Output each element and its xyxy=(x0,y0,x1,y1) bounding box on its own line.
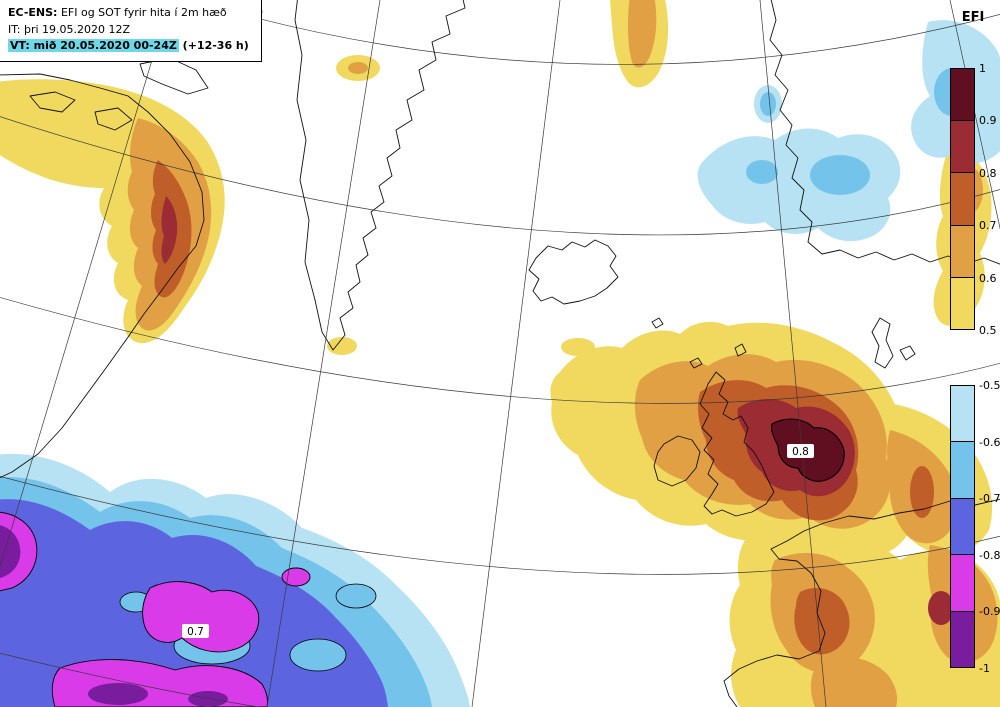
coastline-greenland xyxy=(294,0,466,351)
efi-cold-lagoon xyxy=(335,583,377,609)
colorbar-segment xyxy=(951,441,974,498)
efi-warm-region-spain-darkred xyxy=(928,591,954,625)
efi-warm-region-greenland-tip xyxy=(327,337,357,355)
colorbar-segment xyxy=(951,554,974,611)
efi-cold-region-scandinavia-sky xyxy=(810,155,870,195)
efi-warm-region-east-of-uk-rust xyxy=(910,466,934,518)
coastline-europe xyxy=(723,498,1000,707)
graticule-parallel xyxy=(0,475,1000,575)
legend-tick: 0.7 xyxy=(979,219,997,232)
efi-cold-region-purple-left xyxy=(0,525,21,578)
graticule-meridian xyxy=(759,0,827,707)
legend-tick: -1 xyxy=(979,662,990,675)
coastline-denmark xyxy=(871,317,894,369)
legend-tick: 1 xyxy=(979,62,986,75)
colorbar-segment xyxy=(951,69,974,121)
valid-time-highlight: VT: mið 20.05.2020 00-24Z xyxy=(8,39,179,52)
efi-warm-region-top-streak-orange xyxy=(627,0,657,68)
legend-tick: -0.9 xyxy=(979,605,1000,618)
graticule-parallel xyxy=(190,0,1000,65)
coastline-ireland xyxy=(653,435,701,487)
efi-warm-region-greenland-west-orange xyxy=(348,62,368,74)
coastline-shetland xyxy=(734,343,747,357)
efi-cold-region-magenta xyxy=(142,581,260,653)
graticule-meridian xyxy=(266,0,381,707)
efi-warm-region-iberia-bottom-orange xyxy=(810,656,898,707)
legend-tick: -0.6 xyxy=(979,436,1000,449)
graticule-parallel xyxy=(0,652,261,707)
efi-cold-region-purple-bottom xyxy=(88,683,148,705)
legend-tick: -0.5 xyxy=(979,379,1000,392)
efi-cold-region-scandinavia-sky xyxy=(746,160,778,184)
title-line: EC-ENS: EFI og SOT fyrir hita í 2m hæð xyxy=(8,5,249,22)
efi-warm-region-labrador-darkred xyxy=(161,196,178,264)
efi-cold-region-norway-coast-sky xyxy=(760,92,776,116)
legend-title: EFI xyxy=(961,10,985,25)
legend-tick: 0.5 xyxy=(979,324,997,337)
coastline-faroe xyxy=(651,317,664,329)
sot-label-box xyxy=(182,624,209,638)
colorbar-positive xyxy=(950,68,975,330)
efi-warm-region-france-rust xyxy=(794,587,850,655)
title-box: EC-ENS: EFI og SOT fyrir hita í 2m hæð I… xyxy=(0,0,262,62)
graticule-parallel xyxy=(0,116,1000,236)
init-time-line: IT: þri 19.05.2020 12Z xyxy=(8,22,131,36)
graticule-meridian xyxy=(471,0,561,707)
valid-time-line: VT: mið 20.05.2020 00-24Z (+12-36 h) xyxy=(8,38,249,55)
efi-cold-region-magenta-spot xyxy=(281,567,311,587)
sot-label-box xyxy=(787,444,814,458)
coastline-arctic-islands xyxy=(29,91,76,113)
sot-label-uk: 0.8 xyxy=(792,446,809,458)
efi-cold-region-purple-bottom xyxy=(188,691,228,707)
coastline-arctic-islands xyxy=(139,57,209,95)
coastline-denmark-island xyxy=(899,345,916,361)
colorbar-segment xyxy=(951,224,974,277)
colorbar-segment xyxy=(951,172,974,225)
coastline-scottish-isles xyxy=(689,357,703,369)
colorbar-segment xyxy=(951,497,974,555)
coastline-arctic-islands xyxy=(94,107,133,131)
sot-labels: 0.8 0.7 xyxy=(182,444,814,638)
colorbar-segment xyxy=(951,386,974,442)
coastline-great-britain xyxy=(699,371,775,517)
legend-tick: -0.8 xyxy=(979,549,1000,562)
coastline-labrador xyxy=(0,73,205,479)
sot-label-atlantic: 0.7 xyxy=(187,626,204,638)
coastline-norway xyxy=(769,0,1000,265)
valid-time-suffix: (+12-36 h) xyxy=(178,39,249,52)
colorbar-segment xyxy=(951,276,974,330)
legend-tick: 0.8 xyxy=(979,167,997,180)
efi-cold-lagoon xyxy=(289,638,347,672)
graticule-meridian xyxy=(0,0,171,568)
product-title: EFI og SOT fyrir hita í 2m hæð xyxy=(57,6,227,19)
colorbar-negative xyxy=(950,385,975,668)
model-name: EC-ENS: xyxy=(8,6,58,19)
legend-tick: 0.6 xyxy=(979,272,997,285)
legend-tick: 0.9 xyxy=(979,114,997,127)
legend-tick: -0.7 xyxy=(979,492,1000,505)
graticule-meridian xyxy=(949,0,1000,230)
colorbar-segment xyxy=(951,120,974,173)
coastline-iceland xyxy=(528,239,619,305)
graticule-parallel xyxy=(0,297,1000,404)
colorbar-segment xyxy=(951,610,974,668)
